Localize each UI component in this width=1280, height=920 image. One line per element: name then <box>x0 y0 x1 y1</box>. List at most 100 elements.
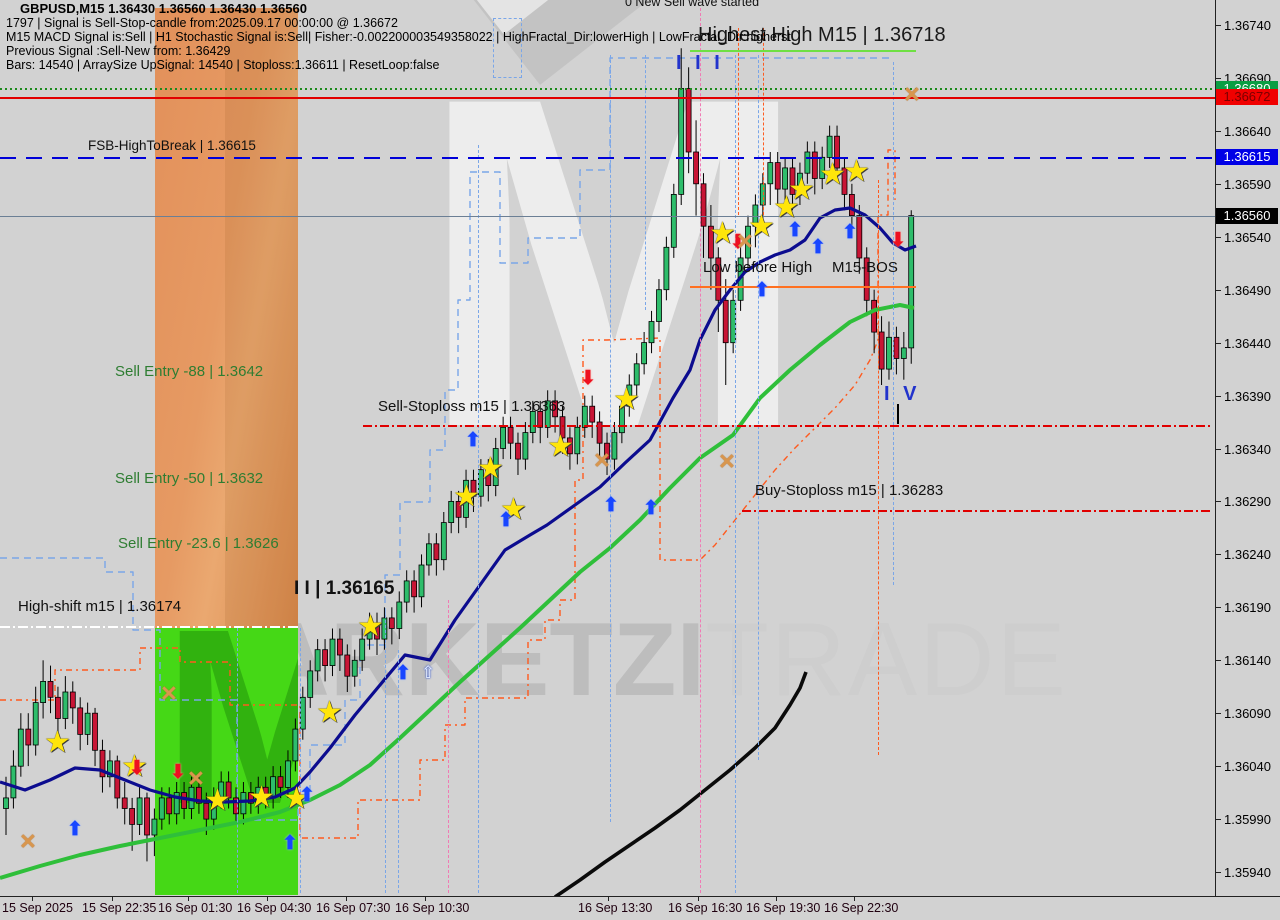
candle-up[interactable] <box>492 448 499 486</box>
price-axis[interactable]: 1.36740 1.36690 1.36640 1.36590 1.36540 1.364… <box>1216 0 1280 896</box>
candle-down[interactable] <box>225 781 232 799</box>
candle-down[interactable] <box>722 299 729 344</box>
candle-up[interactable] <box>670 193 677 248</box>
candle-up[interactable] <box>329 638 336 666</box>
candle-up[interactable] <box>425 543 432 566</box>
candle-up[interactable] <box>656 289 662 322</box>
candle-down[interactable] <box>596 421 603 444</box>
candle-down[interactable] <box>789 167 796 195</box>
candle-down[interactable] <box>262 786 269 799</box>
candle-down[interactable] <box>567 437 573 455</box>
candle-up[interactable] <box>529 410 536 433</box>
candle-up[interactable] <box>633 363 640 386</box>
candle-up[interactable] <box>307 670 314 698</box>
candle-up[interactable] <box>522 432 529 460</box>
candle-down[interactable] <box>433 543 440 561</box>
candle-down[interactable] <box>277 776 284 788</box>
candle-up[interactable] <box>641 342 647 365</box>
candle-up[interactable] <box>158 797 165 820</box>
candle-up[interactable] <box>285 760 291 788</box>
candle-up[interactable] <box>500 426 507 449</box>
candle-down[interactable] <box>195 786 202 804</box>
candle-up[interactable] <box>210 797 217 820</box>
candle-down[interactable] <box>388 617 395 629</box>
candle-up[interactable] <box>477 469 484 497</box>
candle-up[interactable] <box>886 336 892 370</box>
candle-up[interactable] <box>396 601 403 629</box>
candle-down[interactable] <box>552 400 558 418</box>
candle-up[interactable] <box>381 617 388 640</box>
candle-down[interactable] <box>559 416 566 439</box>
candle-up[interactable] <box>730 299 737 344</box>
candle-up[interactable] <box>804 151 811 174</box>
candle-down[interactable] <box>893 336 900 359</box>
candle-down[interactable] <box>878 331 885 370</box>
candle-up[interactable] <box>107 760 113 778</box>
candle-down[interactable] <box>92 712 98 751</box>
candle-down[interactable] <box>374 622 380 640</box>
candle-up[interactable] <box>581 405 588 428</box>
candle-down[interactable] <box>811 151 818 179</box>
candle-up[interactable] <box>418 564 425 598</box>
candle-up[interactable] <box>574 426 581 455</box>
candle-up[interactable] <box>440 522 447 561</box>
candle-up[interactable] <box>908 215 915 349</box>
candle-down[interactable] <box>863 257 870 301</box>
candle-down[interactable] <box>25 728 32 746</box>
candle-up[interactable] <box>752 204 759 227</box>
candle-down[interactable] <box>537 410 544 428</box>
candle-down[interactable] <box>233 797 239 815</box>
candle-down[interactable] <box>604 442 610 460</box>
candle-up[interactable] <box>448 500 455 523</box>
candle-down[interactable] <box>77 707 84 735</box>
candle-down[interactable] <box>455 500 462 518</box>
candle-up[interactable] <box>151 818 158 836</box>
candle-down[interactable] <box>181 792 188 809</box>
candle-up[interactable] <box>10 765 17 799</box>
candle-up[interactable] <box>3 797 9 809</box>
candle-down[interactable] <box>144 797 150 836</box>
candle-up[interactable] <box>463 479 469 518</box>
candle-down[interactable] <box>166 797 173 815</box>
candle-down[interactable] <box>114 760 121 799</box>
candle-up[interactable] <box>759 183 766 206</box>
candle-up[interactable] <box>648 321 655 344</box>
candle-up[interactable] <box>611 432 618 460</box>
candle-down[interactable] <box>841 167 848 195</box>
candle-down[interactable] <box>715 257 722 301</box>
candle-down[interactable] <box>247 792 254 804</box>
candle-up[interactable] <box>255 786 262 804</box>
candle-up[interactable] <box>40 681 46 704</box>
candle-up[interactable] <box>32 702 39 746</box>
candle-up[interactable] <box>782 167 788 190</box>
candle-up[interactable] <box>173 792 180 815</box>
candle-up[interactable] <box>299 696 306 730</box>
candle-down[interactable] <box>322 649 329 667</box>
candle-up[interactable] <box>136 797 143 825</box>
candle-up[interactable] <box>218 781 225 799</box>
candle-up[interactable] <box>745 225 751 259</box>
candle-up[interactable] <box>292 728 299 762</box>
candle-up[interactable] <box>351 659 358 677</box>
candle-down[interactable] <box>55 696 61 719</box>
candle-up[interactable] <box>819 156 826 179</box>
candle-down[interactable] <box>99 749 106 778</box>
candle-down[interactable] <box>856 215 863 259</box>
candle-down[interactable] <box>507 426 514 444</box>
candle-down[interactable] <box>129 808 136 825</box>
candle-up[interactable] <box>663 246 670 291</box>
candle-down[interactable] <box>515 442 521 460</box>
candle-up[interactable] <box>314 649 321 672</box>
candle-up[interactable] <box>544 400 551 428</box>
candle-up[interactable] <box>767 162 774 185</box>
candle-down[interactable] <box>708 225 714 259</box>
candle-down[interactable] <box>203 802 210 820</box>
candle-down[interactable] <box>871 299 877 333</box>
candle-up[interactable] <box>900 347 907 359</box>
candle-down[interactable] <box>685 88 692 153</box>
candle-down[interactable] <box>849 193 855 216</box>
candle-up[interactable] <box>84 712 91 735</box>
candle-up[interactable] <box>619 405 625 434</box>
candle-up[interactable] <box>17 728 24 767</box>
candle-up[interactable] <box>678 88 685 195</box>
